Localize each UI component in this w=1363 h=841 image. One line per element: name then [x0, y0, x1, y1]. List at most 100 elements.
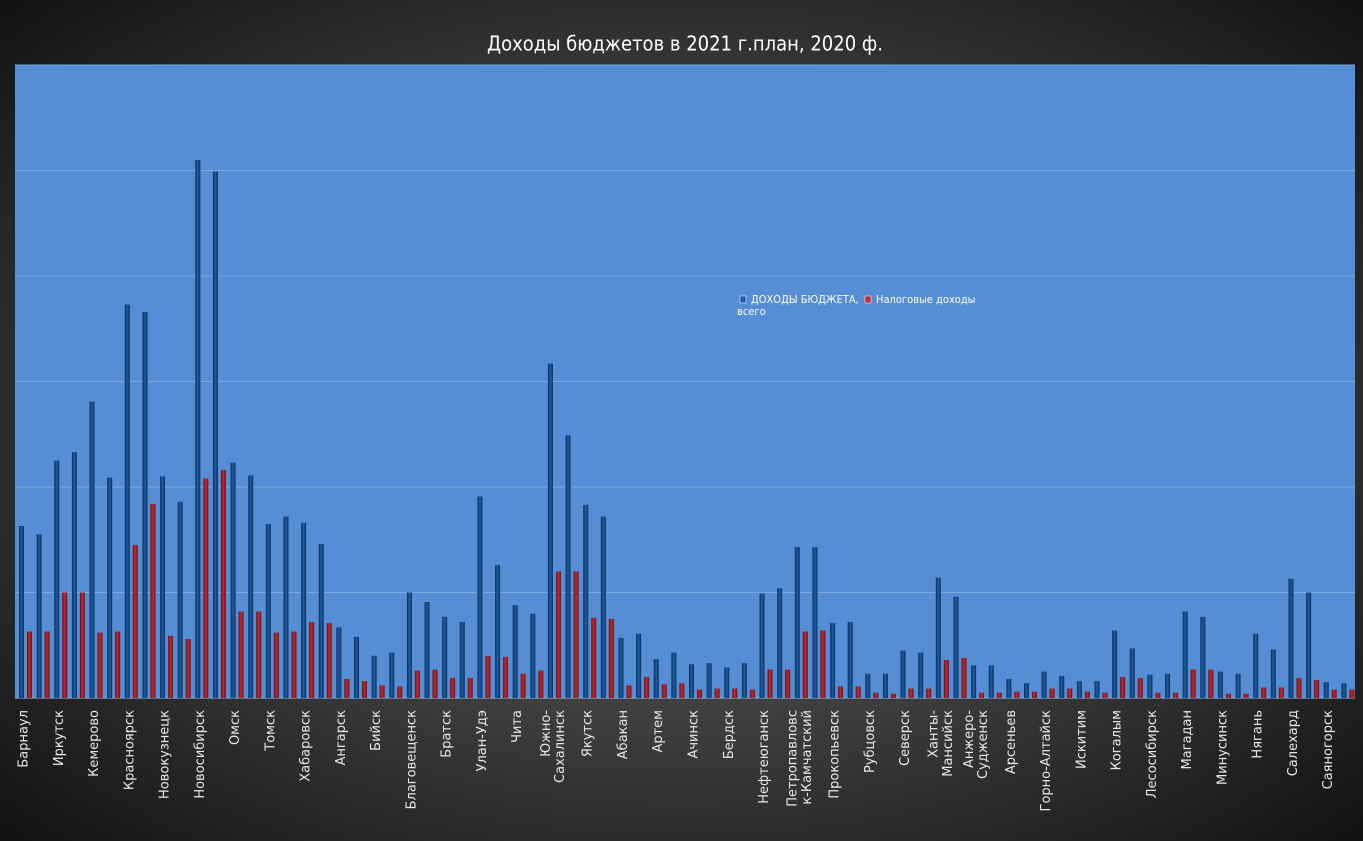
- bar: [988, 665, 994, 698]
- bar: [608, 618, 614, 698]
- bar: [291, 631, 297, 698]
- bar: [230, 462, 236, 698]
- bar: [1059, 675, 1065, 698]
- bar: [62, 592, 68, 698]
- bar: [71, 452, 77, 698]
- x-tick-label: Благовещенск: [404, 710, 419, 810]
- x-tick-label: Иркутск: [52, 710, 67, 766]
- bar: [1129, 648, 1135, 698]
- bar: [741, 663, 747, 698]
- bar: [1076, 681, 1082, 698]
- bar: [503, 656, 509, 698]
- bar: [168, 635, 174, 698]
- bar: [900, 650, 906, 698]
- bar: [1102, 692, 1108, 698]
- bar: [838, 686, 844, 698]
- x-tick-label: Новокузнецк: [158, 710, 173, 799]
- bar: [714, 688, 720, 698]
- bar: [89, 401, 95, 698]
- bar: [265, 523, 271, 698]
- bar: [389, 652, 395, 698]
- bar: [1120, 676, 1126, 698]
- bar: [961, 657, 967, 698]
- x-tick-label: Красноярск: [122, 710, 137, 790]
- x-tick-label: Искитим: [1074, 710, 1089, 769]
- x-tick-label: Томск: [263, 710, 278, 752]
- bar: [203, 478, 209, 698]
- x-tick-label: Южно-Сахалинск: [538, 710, 567, 783]
- bar: [283, 516, 289, 698]
- bar: [336, 627, 342, 698]
- bar: [132, 545, 138, 698]
- legend-swatch: [739, 295, 747, 304]
- bar: [1165, 673, 1171, 698]
- bar: [44, 631, 50, 698]
- x-tick-label: Лесосибирск: [1145, 710, 1160, 798]
- bar: [124, 304, 130, 698]
- legend-label: ДОХОДЫ БЮДЖЕТА, всего: [737, 293, 859, 318]
- bar: [1190, 669, 1196, 698]
- x-tick-label: Братск: [440, 710, 455, 758]
- bar: [724, 667, 730, 698]
- bar: [1323, 682, 1329, 698]
- bar: [432, 669, 438, 698]
- bar: [301, 522, 307, 698]
- bar: [1217, 671, 1223, 698]
- x-tick-label: Бийск: [369, 710, 384, 751]
- bar: [1314, 680, 1320, 698]
- bar: [732, 688, 738, 698]
- bar: [220, 470, 226, 698]
- bar: [107, 477, 113, 698]
- bar: [424, 601, 430, 698]
- bar: [679, 683, 685, 698]
- bar: [406, 592, 412, 698]
- bar: [1006, 679, 1012, 698]
- bar: [397, 686, 403, 698]
- bar: [495, 565, 501, 698]
- bar: [855, 686, 861, 698]
- x-tick-label: Бердск: [722, 710, 737, 759]
- bar: [450, 677, 456, 698]
- bar: [371, 655, 377, 698]
- bar: [1200, 616, 1206, 698]
- bar: [918, 652, 924, 698]
- bar: [1341, 683, 1347, 698]
- bar: [583, 504, 589, 698]
- bar: [644, 676, 650, 698]
- x-tick-label: Нефтеюганск: [757, 710, 772, 804]
- x-tick-label: Петропавловск-Камчатский: [785, 710, 814, 807]
- bar: [1331, 689, 1337, 698]
- bar: [115, 631, 121, 698]
- bar: [1032, 691, 1037, 698]
- x-tick-label: Анжеро-Судженск: [961, 710, 990, 779]
- bar: [591, 617, 597, 698]
- bar: [653, 658, 659, 698]
- x-tick-label: Горно-Алтайск: [1039, 710, 1054, 812]
- legend-swatch: [864, 295, 872, 304]
- x-tick-label: Ачинск: [687, 710, 702, 759]
- bar: [273, 632, 279, 698]
- bar: [212, 171, 218, 698]
- x-tick-label: Ханты-Мансийск: [926, 710, 955, 777]
- bar: [530, 613, 536, 698]
- bar: [812, 547, 818, 698]
- bar: [890, 693, 896, 698]
- bar: [706, 663, 712, 698]
- bar: [1155, 692, 1161, 698]
- bar: [1049, 688, 1055, 698]
- bar: [1014, 691, 1020, 698]
- bar: [54, 460, 60, 698]
- bar: [689, 664, 694, 698]
- bar: [547, 363, 553, 698]
- x-tick-label: Хабаровск: [299, 710, 314, 782]
- bar: [573, 571, 579, 698]
- bar: [908, 688, 914, 698]
- bar: [160, 476, 166, 698]
- bar: [882, 673, 888, 698]
- bar: [1208, 669, 1214, 698]
- bar: [1084, 691, 1090, 698]
- bar: [520, 673, 526, 698]
- bar: [697, 689, 702, 698]
- bar: [935, 577, 941, 698]
- bar: [362, 681, 367, 698]
